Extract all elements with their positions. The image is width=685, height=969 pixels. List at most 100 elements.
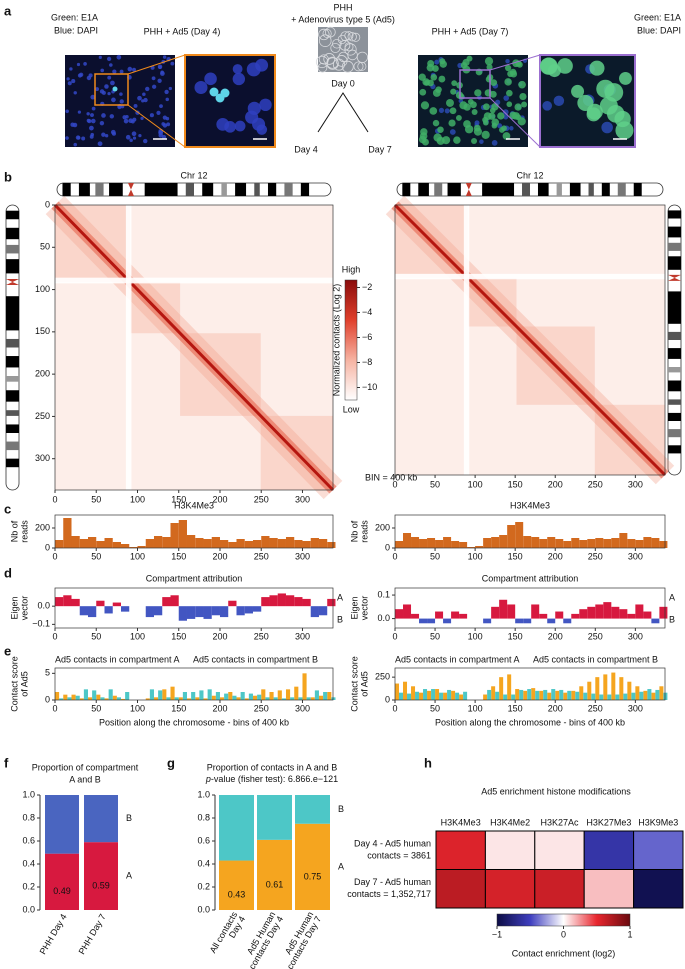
ideogram-band	[569, 183, 581, 196]
nucleus	[149, 113, 154, 118]
x-tick-label: 0	[392, 551, 397, 561]
ideogram-band	[6, 296, 19, 331]
x-tick-label: 300	[295, 494, 310, 504]
x-tick-label: 200	[212, 631, 227, 641]
cell	[322, 28, 332, 39]
nucleus	[145, 86, 150, 92]
nucleus	[137, 95, 142, 101]
cell	[324, 26, 336, 38]
nucleus	[104, 84, 109, 89]
nucleus	[65, 136, 69, 140]
nucleus	[504, 78, 512, 86]
y-tick-label: 0.4	[22, 858, 35, 868]
heat-cell	[484, 869, 536, 909]
eigen-bar	[563, 618, 572, 624]
nucleus	[109, 114, 115, 119]
bar	[443, 537, 452, 548]
nucleus	[104, 134, 109, 138]
contact-bar	[290, 697, 295, 700]
ideogram-band	[668, 348, 681, 359]
unmapped	[125, 205, 132, 490]
nucleus	[132, 67, 136, 72]
x-tick-label: 150	[508, 479, 523, 489]
nucleus	[100, 68, 105, 73]
nucleus	[71, 79, 76, 84]
nucleus	[224, 121, 236, 133]
nucleus	[571, 84, 585, 98]
nucleus	[446, 99, 454, 107]
contact-bar	[182, 692, 187, 700]
nucleus	[232, 72, 246, 86]
nucleus	[77, 110, 81, 114]
y-axis-label: Nb of	[349, 520, 359, 542]
bar	[285, 537, 295, 548]
bar-segment	[295, 795, 330, 824]
eigen-bar	[112, 602, 121, 607]
contact-bar	[310, 697, 315, 700]
ideogram-band	[418, 183, 429, 196]
y-tick-label: 0	[385, 542, 390, 552]
bar-segment	[295, 823, 330, 910]
bar	[419, 539, 428, 548]
x-tick-label: 50	[91, 551, 101, 561]
nucleus	[127, 66, 133, 72]
x-tick-label: 0	[52, 551, 57, 561]
eigen-bar	[499, 599, 508, 619]
x-tick-label: 150	[508, 631, 523, 641]
nucleus	[483, 112, 492, 121]
eigen-bar	[178, 606, 187, 621]
zoom-line	[489, 54, 541, 71]
ideogram-band	[202, 183, 214, 196]
frame	[394, 667, 666, 701]
nucleus	[434, 59, 440, 65]
eigen-bar	[244, 606, 253, 614]
y-axis-label: Eigen	[9, 596, 19, 619]
nucleus	[112, 86, 118, 92]
bar	[515, 522, 524, 548]
y-tick-label: 0.6	[22, 835, 35, 845]
x-tick-label: PHH Day 4	[38, 912, 69, 956]
nucleus	[514, 103, 522, 111]
chart-title: H3K4Me3	[510, 500, 550, 510]
diagonal	[53, 203, 335, 492]
series-label: B	[338, 804, 344, 814]
legend-text: Green: E1A	[51, 12, 98, 22]
y-tick-label: 300	[35, 453, 50, 463]
nucleus	[119, 69, 124, 74]
eigen-bar	[531, 604, 540, 619]
x-tick-label: 200	[212, 494, 227, 504]
image-title: PHH + Ad5 (Day 7)	[432, 26, 509, 36]
colorbar-tick-label: −4	[362, 307, 372, 317]
eigen-bar	[277, 593, 286, 607]
column-label: H3K9Me3	[638, 817, 678, 827]
nucleus	[503, 95, 509, 101]
bar	[120, 544, 130, 548]
nucleus	[491, 139, 498, 146]
nucleus	[132, 117, 137, 122]
contact-bar	[487, 689, 492, 700]
cell	[317, 62, 328, 73]
ideogram-band	[267, 183, 277, 196]
bar	[96, 541, 105, 548]
colorbar-tick-label: −8	[362, 357, 372, 367]
nucleus	[142, 92, 146, 96]
subtitle-text: -value (fisher test): 6.866.e−121	[211, 774, 338, 784]
contact-bar	[100, 697, 105, 700]
bar	[539, 539, 548, 548]
contact-bar	[75, 695, 80, 700]
eigen-bar	[579, 609, 588, 619]
nucleus	[89, 125, 94, 131]
bar-segment	[219, 860, 254, 910]
contact-bar	[407, 693, 412, 700]
ideogram-band	[6, 338, 19, 348]
nucleus	[86, 75, 92, 81]
y-tick-label: 200	[35, 522, 50, 532]
contact-bar	[298, 697, 303, 700]
x-tick-label: 200	[548, 479, 563, 489]
ideogram-band	[6, 227, 19, 240]
bar	[203, 539, 212, 548]
nucleus	[158, 65, 162, 70]
x-tick-label: 150	[508, 703, 523, 713]
image-title: + Adenovirus type 5 (Ad5)	[291, 14, 395, 24]
contact-bar	[635, 686, 640, 700]
